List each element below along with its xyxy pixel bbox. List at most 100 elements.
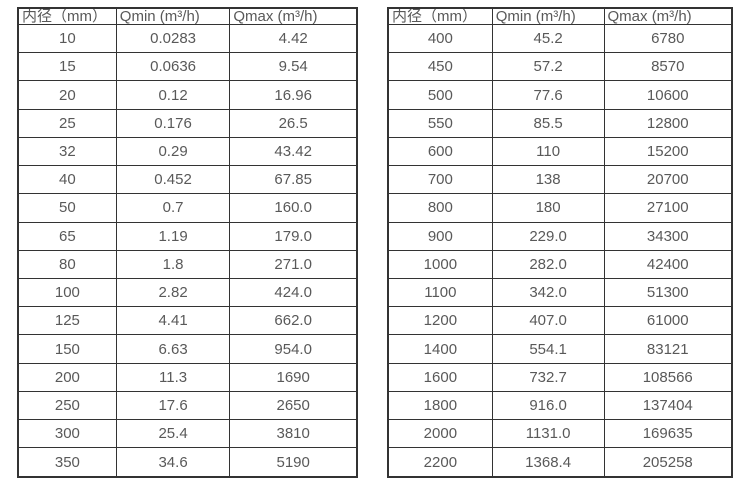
table-cell: 57.2 xyxy=(491,52,605,82)
table-row: 550 85.5 12800 xyxy=(387,108,733,138)
table-cell: 0.0636 xyxy=(115,52,231,82)
table-cell: 42400 xyxy=(603,249,733,279)
table-cell: 450 xyxy=(387,52,493,82)
table-cell: 150 xyxy=(17,334,117,364)
table-cell: 16.96 xyxy=(229,80,358,110)
table-cell: 282.0 xyxy=(491,249,605,279)
table-cell: 9.54 xyxy=(229,52,358,82)
table-cell: 10600 xyxy=(603,80,733,110)
table-cell: 34300 xyxy=(603,221,733,251)
table-cell: 0.0283 xyxy=(115,23,231,54)
table-cell: 77.6 xyxy=(491,80,605,110)
table-cell: 662.0 xyxy=(229,306,358,336)
table-cell: 160.0 xyxy=(229,193,358,223)
table-cell: 2200 xyxy=(387,447,493,478)
table-cell: 200 xyxy=(17,362,117,392)
table-cell: 1368.4 xyxy=(491,447,605,478)
table-cell: 8570 xyxy=(603,52,733,82)
table-row: 350 34.6 5190 xyxy=(17,447,358,478)
table-cell: 40 xyxy=(17,165,117,195)
table-cell: 271.0 xyxy=(229,249,358,279)
table-cell: 1200 xyxy=(387,306,493,336)
table-row: 32 0.29 43.42 xyxy=(17,136,358,167)
table-row: 1800 916.0 137404 xyxy=(387,390,733,421)
table-cell: 1.19 xyxy=(115,221,231,251)
table-cell: 550 xyxy=(387,108,493,138)
table-cell: 954.0 xyxy=(229,334,358,364)
table-cell: 138 xyxy=(491,165,605,195)
table-cell: 0.176 xyxy=(115,108,231,138)
table-header-row: 内径（mm） Qmin (m³/h) Qmax (m³/h) xyxy=(17,7,358,25)
table-cell: 85.5 xyxy=(491,108,605,138)
table-row: 300 25.4 3810 xyxy=(17,419,358,449)
table-cell: 0.452 xyxy=(115,165,231,195)
table-cell: 229.0 xyxy=(491,221,605,251)
table-cell: 83121 xyxy=(603,334,733,364)
table-cell: 34.6 xyxy=(115,447,231,478)
table-cell: 180 xyxy=(491,193,605,223)
table-row: 900 229.0 34300 xyxy=(387,221,733,251)
table-cell: 407.0 xyxy=(491,306,605,336)
table-row: 1200 407.0 61000 xyxy=(387,306,733,336)
table-row: 1000 282.0 42400 xyxy=(387,249,733,279)
table-cell: 125 xyxy=(17,306,117,336)
table-cell: 2650 xyxy=(229,390,358,421)
table-cell: 50 xyxy=(17,193,117,223)
table-row: 80 1.8 271.0 xyxy=(17,249,358,279)
table-cell: 400 xyxy=(387,23,493,54)
table-row: 2200 1368.4 205258 xyxy=(387,447,733,478)
table-cell: 0.12 xyxy=(115,80,231,110)
table-cell: 61000 xyxy=(603,306,733,336)
table-cell: 11.3 xyxy=(115,362,231,392)
table-row: 1600 732.7 108566 xyxy=(387,362,733,392)
table-cell: 600 xyxy=(387,136,493,167)
table-cell: 110 xyxy=(491,136,605,167)
table-cell: 1600 xyxy=(387,362,493,392)
table-row: 40 0.452 67.85 xyxy=(17,165,358,195)
table-cell: 2.82 xyxy=(115,277,231,308)
table-cell: 25 xyxy=(17,108,117,138)
table-cell: 100 xyxy=(17,277,117,308)
table-cell: 67.85 xyxy=(229,165,358,195)
table-row: 50 0.7 160.0 xyxy=(17,193,358,223)
table-cell: 1800 xyxy=(387,390,493,421)
table-cell: 108566 xyxy=(603,362,733,392)
table-cell: 342.0 xyxy=(491,277,605,308)
table-row: 20 0.12 16.96 xyxy=(17,80,358,110)
table-row: 125 4.41 662.0 xyxy=(17,306,358,336)
table-cell: 17.6 xyxy=(115,390,231,421)
table-cell: 0.29 xyxy=(115,136,231,167)
table-row: 500 77.6 10600 xyxy=(387,80,733,110)
table-cell: 732.7 xyxy=(491,362,605,392)
header-qmax: Qmax (m³/h) xyxy=(603,7,733,25)
table-row: 65 1.19 179.0 xyxy=(17,221,358,251)
table-cell: 43.42 xyxy=(229,136,358,167)
table-cell: 20 xyxy=(17,80,117,110)
header-inner-diameter: 内径（mm） xyxy=(17,7,117,25)
table-cell: 20700 xyxy=(603,165,733,195)
table-cell: 6.63 xyxy=(115,334,231,364)
table-cell: 700 xyxy=(387,165,493,195)
table-cell: 900 xyxy=(387,221,493,251)
header-inner-diameter: 内径（mm） xyxy=(387,7,493,25)
table-row: 2000 1131.0 169635 xyxy=(387,419,733,449)
table-cell: 554.1 xyxy=(491,334,605,364)
table-cell: 27100 xyxy=(603,193,733,223)
flow-table-large-diameters: 内径（mm） Qmin (m³/h) Qmax (m³/h) 400 45.2 67… xyxy=(387,7,733,478)
table-row: 100 2.82 424.0 xyxy=(17,277,358,308)
table-row: 400 45.2 6780 xyxy=(387,23,733,54)
tables-container: 内径（mm） Qmin (m³/h) Qmax (m³/h) 10 0.0283 4… xyxy=(17,7,733,478)
table-cell: 1400 xyxy=(387,334,493,364)
table-cell: 424.0 xyxy=(229,277,358,308)
table-cell: 800 xyxy=(387,193,493,223)
table-row: 15 0.0636 9.54 xyxy=(17,52,358,82)
table-header-row: 内径（mm） Qmin (m³/h) Qmax (m³/h) xyxy=(387,7,733,25)
table-cell: 15200 xyxy=(603,136,733,167)
header-qmin: Qmin (m³/h) xyxy=(491,7,605,25)
table-cell: 205258 xyxy=(603,447,733,478)
table-row: 200 11.3 1690 xyxy=(17,362,358,392)
table-row: 800 180 27100 xyxy=(387,193,733,223)
table-cell: 350 xyxy=(17,447,117,478)
table-cell: 15 xyxy=(17,52,117,82)
